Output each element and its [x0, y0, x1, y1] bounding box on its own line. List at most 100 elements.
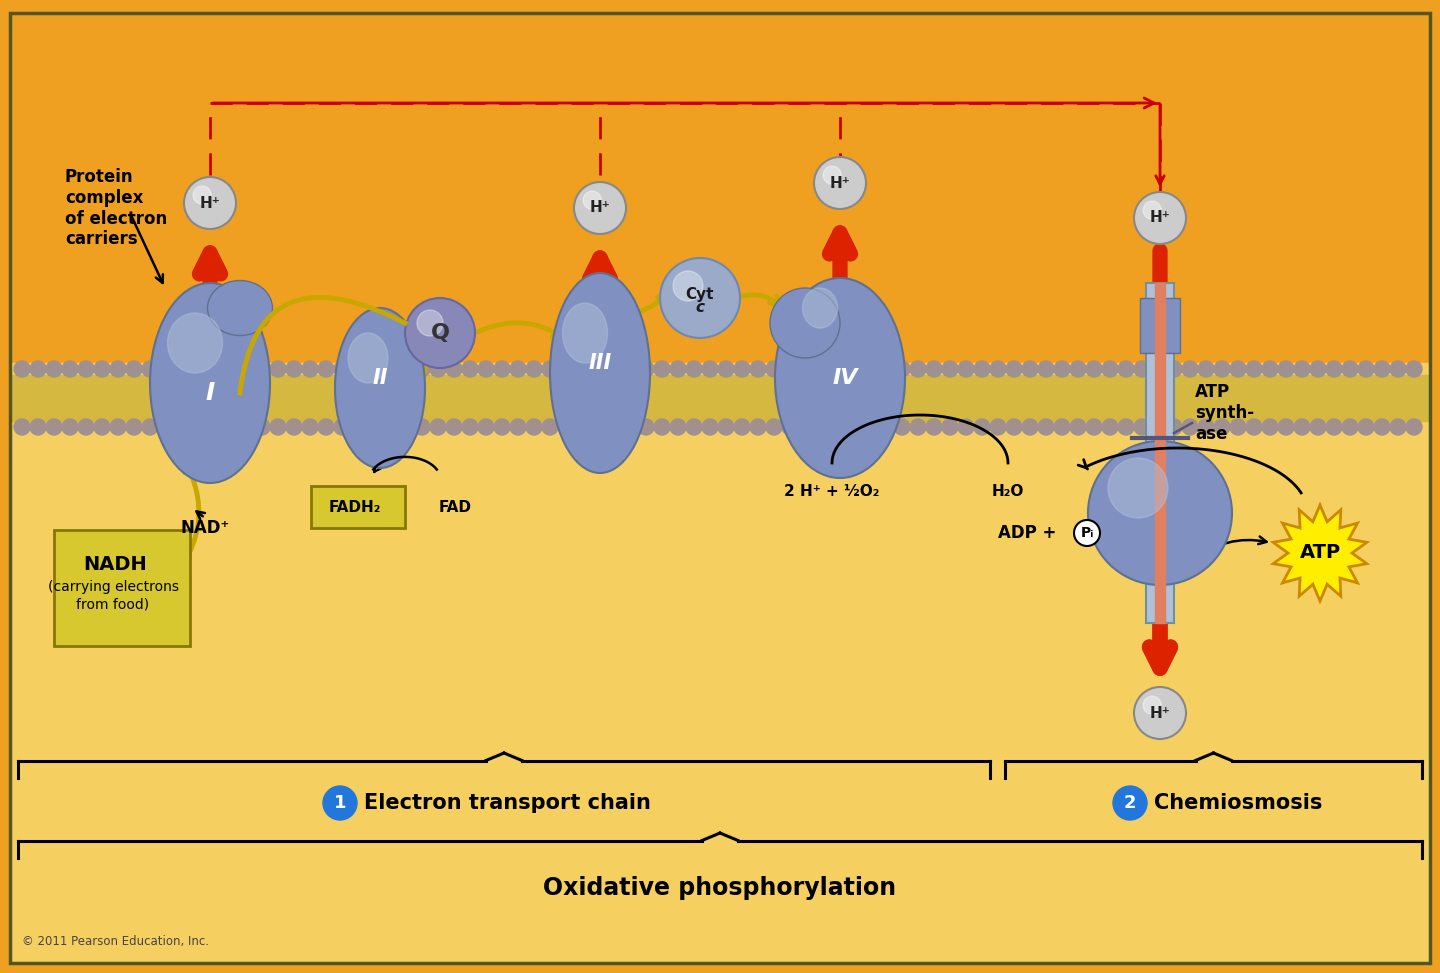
Text: (carrying electrons: (carrying electrons: [48, 580, 179, 594]
Circle shape: [1007, 361, 1022, 377]
Circle shape: [334, 419, 350, 435]
Circle shape: [94, 361, 109, 377]
Circle shape: [814, 361, 829, 377]
Circle shape: [510, 361, 526, 377]
Circle shape: [958, 419, 973, 435]
Ellipse shape: [770, 288, 840, 358]
Circle shape: [1022, 361, 1038, 377]
Circle shape: [958, 361, 973, 377]
Circle shape: [30, 361, 46, 377]
Ellipse shape: [802, 288, 838, 328]
Circle shape: [575, 182, 626, 234]
Circle shape: [143, 361, 158, 377]
Circle shape: [62, 419, 78, 435]
Circle shape: [685, 419, 703, 435]
Circle shape: [94, 419, 109, 435]
Circle shape: [1054, 361, 1070, 377]
Text: from food): from food): [76, 598, 150, 612]
Text: H⁺: H⁺: [200, 196, 220, 210]
Circle shape: [847, 419, 863, 435]
Circle shape: [660, 258, 740, 338]
Text: NAD⁺: NAD⁺: [180, 519, 229, 537]
Circle shape: [1246, 419, 1261, 435]
Circle shape: [766, 419, 782, 435]
Circle shape: [798, 419, 814, 435]
Circle shape: [238, 419, 253, 435]
Circle shape: [1182, 361, 1198, 377]
Circle shape: [1107, 458, 1168, 518]
Circle shape: [1135, 419, 1151, 435]
Circle shape: [366, 419, 382, 435]
Circle shape: [847, 361, 863, 377]
Circle shape: [222, 419, 238, 435]
Circle shape: [1151, 419, 1166, 435]
Circle shape: [824, 166, 841, 184]
Circle shape: [143, 419, 158, 435]
Text: Pᵢ: Pᵢ: [1080, 526, 1094, 540]
Circle shape: [1102, 361, 1117, 377]
Circle shape: [431, 419, 446, 435]
Circle shape: [685, 361, 703, 377]
Circle shape: [1143, 201, 1161, 219]
Circle shape: [1086, 361, 1102, 377]
Circle shape: [583, 191, 602, 209]
Circle shape: [590, 419, 606, 435]
Text: 2: 2: [1123, 794, 1136, 812]
Circle shape: [1143, 696, 1161, 714]
Circle shape: [1074, 520, 1100, 546]
Circle shape: [253, 361, 271, 377]
Circle shape: [734, 361, 750, 377]
Circle shape: [206, 361, 222, 377]
Circle shape: [1151, 361, 1166, 377]
Circle shape: [271, 419, 287, 435]
Circle shape: [559, 361, 575, 377]
Circle shape: [1198, 419, 1214, 435]
Circle shape: [462, 419, 478, 435]
Text: Protein
complex
of electron
carriers: Protein complex of electron carriers: [65, 168, 167, 248]
Circle shape: [1358, 361, 1374, 377]
Circle shape: [1089, 441, 1233, 585]
Circle shape: [1405, 361, 1423, 377]
Circle shape: [184, 177, 236, 229]
Text: FADH₂: FADH₂: [328, 500, 382, 516]
Ellipse shape: [207, 280, 272, 336]
Circle shape: [878, 419, 894, 435]
Circle shape: [1135, 687, 1187, 739]
Circle shape: [541, 361, 559, 377]
Text: H⁺: H⁺: [1149, 705, 1171, 720]
Circle shape: [318, 419, 334, 435]
Text: H⁺: H⁺: [829, 175, 851, 191]
Circle shape: [670, 419, 685, 435]
Circle shape: [287, 361, 302, 377]
Circle shape: [253, 419, 271, 435]
Circle shape: [910, 361, 926, 377]
Circle shape: [1295, 361, 1310, 377]
Circle shape: [703, 361, 719, 377]
Circle shape: [1279, 361, 1295, 377]
Circle shape: [1038, 361, 1054, 377]
Bar: [10, 375, 1430, 421]
Circle shape: [446, 419, 462, 435]
Circle shape: [318, 361, 334, 377]
Circle shape: [863, 361, 878, 377]
Circle shape: [302, 419, 318, 435]
Circle shape: [926, 419, 942, 435]
Circle shape: [462, 361, 478, 377]
Circle shape: [559, 419, 575, 435]
Circle shape: [1135, 192, 1187, 244]
Circle shape: [1326, 419, 1342, 435]
Circle shape: [405, 298, 475, 368]
Circle shape: [382, 419, 397, 435]
Circle shape: [1198, 361, 1214, 377]
Text: FAD: FAD: [439, 500, 471, 516]
Circle shape: [78, 361, 94, 377]
Circle shape: [1326, 361, 1342, 377]
Circle shape: [991, 419, 1007, 435]
Text: Chemiosmosis: Chemiosmosis: [1153, 793, 1322, 813]
Circle shape: [158, 361, 174, 377]
Circle shape: [1214, 419, 1230, 435]
Circle shape: [654, 361, 670, 377]
Circle shape: [350, 361, 366, 377]
Circle shape: [814, 157, 865, 209]
Circle shape: [46, 361, 62, 377]
